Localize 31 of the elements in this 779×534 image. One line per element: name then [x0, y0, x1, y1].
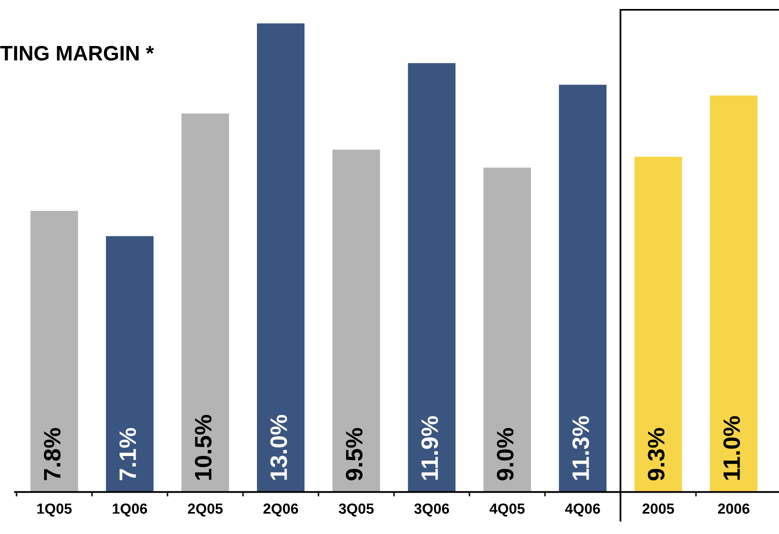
bar: [483, 168, 531, 492]
data-label: 11.0%: [723, 416, 740, 480]
bar: [634, 156, 682, 492]
data-label: 7.8%: [44, 428, 61, 480]
data-label: 11.9%: [421, 416, 438, 480]
data-label: 13.0%: [270, 414, 288, 480]
x-tick-label: 1Q05: [37, 503, 72, 517]
bar: [30, 210, 78, 492]
bar: [710, 96, 758, 492]
data-label: 9.3%: [648, 428, 665, 480]
data-label: 7.1%: [119, 428, 136, 480]
bar: [106, 236, 154, 492]
x-tick-label: 1Q06: [112, 503, 148, 517]
x-tick-label: 4Q06: [565, 503, 600, 517]
x-tick-label: 4Q05: [490, 503, 525, 517]
data-label: 10.5%: [194, 414, 212, 480]
bar: [408, 63, 456, 492]
x-tick-label: 3Q06: [414, 503, 450, 517]
text: TING MARGIN *: [0, 46, 154, 61]
x-tick-label: 2Q06: [263, 503, 298, 517]
x-tick-label: 2005: [642, 503, 674, 514]
data-label: 11.3%: [572, 416, 590, 480]
bar: [332, 150, 380, 492]
bar: [558, 84, 606, 492]
data-label: 9.0%: [496, 428, 514, 480]
x-tick-label: 2006: [718, 503, 750, 514]
x-tick-label: 3Q05: [338, 503, 374, 517]
data-label: 9.5%: [346, 428, 363, 480]
x-tick-label: 2Q05: [188, 503, 223, 517]
bar: [181, 114, 230, 492]
bar: [256, 23, 305, 492]
